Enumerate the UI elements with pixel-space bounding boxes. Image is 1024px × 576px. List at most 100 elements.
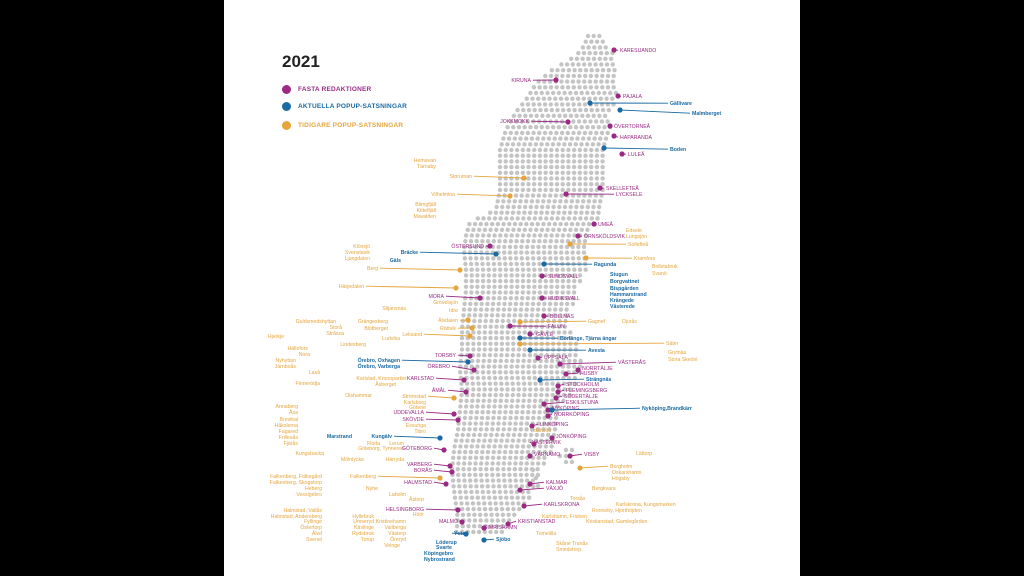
map-grid-dot	[498, 278, 503, 284]
map-grid-dot	[563, 459, 569, 465]
map-grid-dot	[463, 290, 468, 295]
map-grid-dot	[486, 444, 492, 449]
map-grid-dot	[530, 467, 536, 473]
map-grid-dot	[480, 410, 485, 415]
map-grid-dot	[524, 244, 530, 250]
place-marker-dot	[539, 295, 545, 301]
map-grid-dot	[603, 136, 609, 141]
map-grid-dot	[577, 273, 583, 278]
map-grid-dot	[499, 529, 505, 535]
map-grid-dot	[458, 358, 464, 364]
place-label: Heberg	[305, 486, 322, 492]
place-marker-dot	[451, 395, 457, 401]
place-label: Berg	[367, 266, 378, 272]
map-grid-dot	[587, 79, 593, 84]
map-grid-dot	[532, 358, 538, 364]
map-grid-dot	[517, 204, 522, 210]
place-label: Laxå	[309, 369, 320, 376]
place-connector-line	[423, 333, 471, 337]
map-grid-dot	[497, 239, 502, 244]
place-marker-dot	[619, 151, 625, 157]
place-marker-dot	[553, 395, 559, 401]
map-grid-dot	[482, 529, 487, 535]
place-label: Grängesberg	[358, 319, 388, 325]
map-grid-dot	[475, 233, 480, 238]
place-label: HELSINGBORG	[386, 507, 424, 513]
map-grid-dot	[538, 233, 543, 238]
map-grid-dot	[563, 113, 568, 119]
map-grid-dot	[503, 182, 508, 187]
map-grid-dot	[561, 68, 566, 73]
map-grid-dot	[452, 444, 457, 449]
map-grid-dot	[509, 159, 514, 164]
place-label: Tidaholm	[530, 428, 551, 434]
place-marker-dot	[517, 341, 523, 347]
map-grid-dot	[485, 478, 490, 483]
map-grid-dot	[516, 347, 522, 352]
map-grid-dot	[508, 130, 513, 136]
map-grid-dot	[482, 324, 488, 329]
map-grid-dot	[533, 90, 539, 96]
map-grid-dot	[460, 506, 465, 512]
map-grid-dot	[505, 210, 510, 215]
place-label: Svanö	[652, 271, 667, 277]
map-grid-dot	[548, 130, 553, 136]
map-grid-dot	[505, 335, 510, 341]
map-grid-dot	[502, 478, 507, 483]
map-grid-dot	[579, 142, 584, 147]
map-grid-dot	[562, 142, 567, 147]
map-grid-dot	[519, 455, 524, 460]
map-grid-dot	[537, 187, 543, 193]
map-grid-dot	[509, 375, 515, 381]
map-grid-dot	[590, 210, 595, 215]
map-grid-dot	[475, 364, 480, 369]
map-grid-dot	[577, 73, 582, 79]
map-grid-dot	[511, 204, 516, 210]
map-grid-dot	[543, 147, 548, 153]
map-grid-dot	[580, 56, 585, 61]
map-grid-dot	[573, 353, 578, 358]
place-label: Sollefteå	[628, 241, 648, 248]
map-grid-dot	[504, 501, 510, 506]
map-grid-dot	[572, 358, 578, 364]
map-grid-dot	[502, 301, 507, 307]
map-grid-dot	[532, 107, 537, 113]
map-grid-dot	[469, 444, 474, 449]
map-grid-dot	[498, 398, 503, 403]
map-grid-dot	[589, 68, 594, 73]
place-label: Umseryd	[353, 519, 374, 525]
map-grid-dot	[511, 335, 516, 341]
map-grid-dot	[535, 467, 540, 472]
place-label: Hyllebruk	[352, 514, 374, 520]
map-grid-dot	[511, 347, 516, 352]
map-grid-dot	[599, 79, 604, 84]
map-grid-dot	[498, 284, 503, 289]
map-grid-dot	[600, 164, 605, 170]
map-grid-dot	[495, 518, 500, 523]
map-grid-dot	[509, 404, 514, 409]
map-grid-dot	[532, 233, 537, 238]
map-grid-dot	[485, 455, 490, 460]
map-grid-dot	[490, 421, 495, 426]
map-grid-dot	[537, 164, 543, 170]
map-grid-dot	[503, 239, 508, 244]
map-grid-dot	[600, 170, 605, 175]
place-label: Kävlinge	[354, 525, 374, 531]
map-grid-dot	[461, 313, 466, 318]
map-grid-dot	[481, 216, 486, 221]
map-grid-dot	[516, 392, 521, 398]
map-grid-dot	[487, 216, 492, 221]
map-grid-dot	[522, 125, 527, 130]
map-grid-dot	[462, 301, 467, 307]
map-grid-dot	[534, 227, 539, 232]
map-grid-dot	[492, 358, 498, 364]
map-grid-dot	[531, 256, 536, 261]
map-grid-dot	[488, 506, 493, 512]
map-grid-dot	[545, 90, 550, 96]
map-grid-dot	[578, 107, 583, 113]
map-grid-dot	[477, 318, 483, 324]
map-grid-dot	[464, 381, 470, 386]
map-grid-dot	[505, 347, 510, 352]
map-grid-dot	[465, 506, 471, 512]
map-grid-dot	[587, 96, 592, 101]
